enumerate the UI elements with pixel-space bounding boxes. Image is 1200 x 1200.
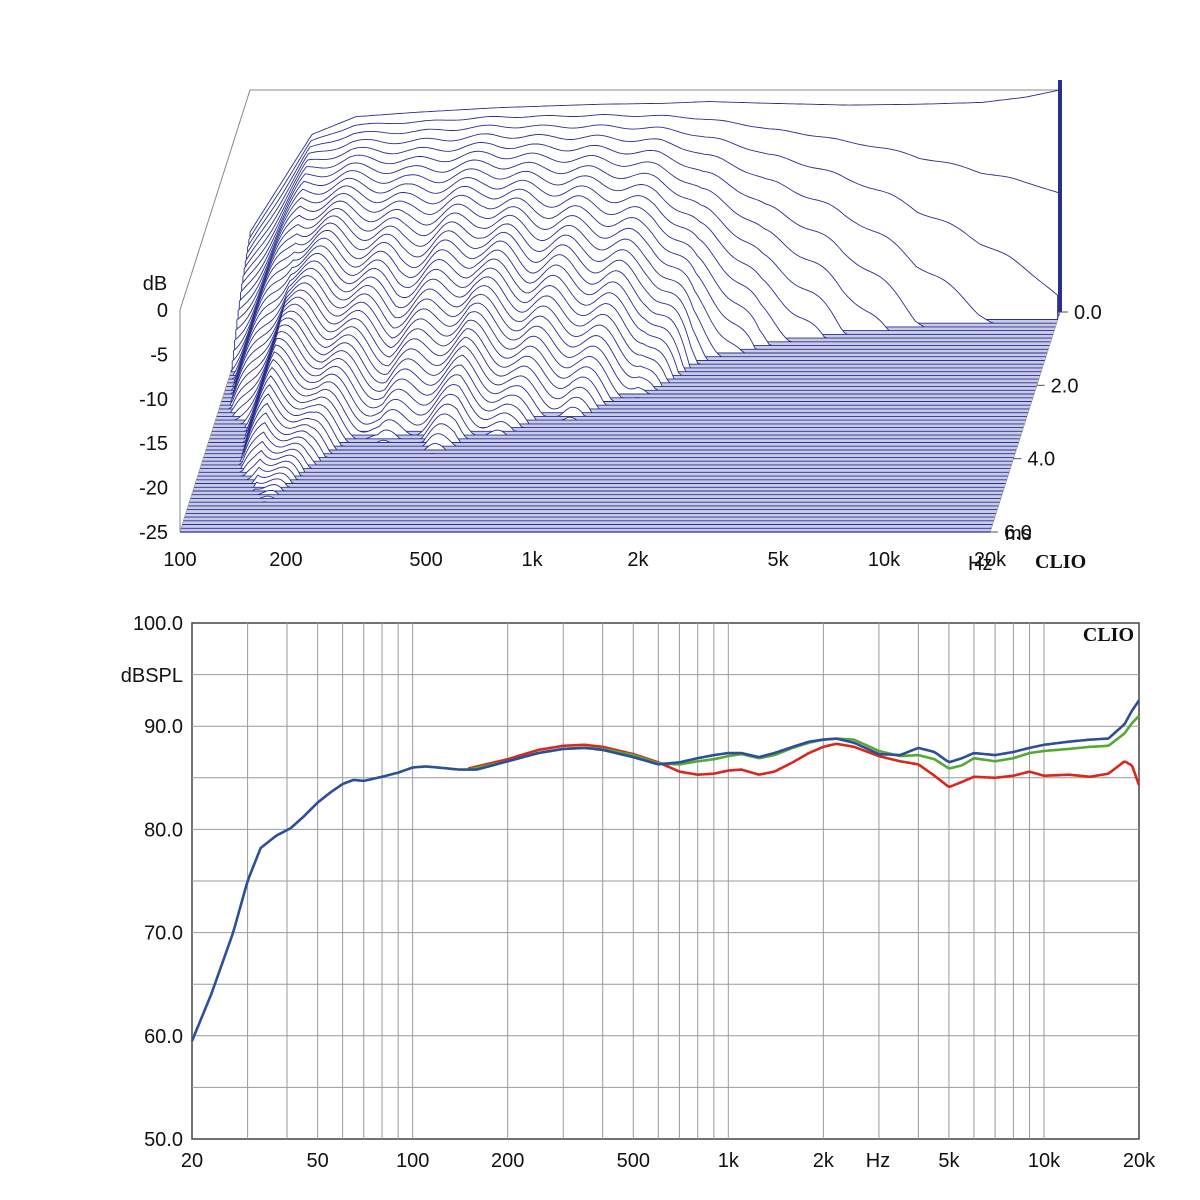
waterfall-y-tick-labels: 0 -5 -10 -15 -20 -25	[139, 300, 168, 544]
waterfall-y-tick-label: -5	[150, 344, 168, 366]
x-tick-label: 200	[491, 1150, 524, 1172]
waterfall-slice	[215, 331, 1026, 421]
y-tick-labels: 100.0 90.0 80.0 70.0 60.0 50.0	[133, 613, 183, 1151]
x-tick-label: 20	[181, 1150, 203, 1172]
waterfall-frame-edge	[179, 89, 251, 311]
waterfall-x-tick-label: 200	[269, 549, 302, 571]
y-tick-label: 100.0	[133, 613, 183, 635]
waterfall-x-tick-label: 20k	[974, 549, 1007, 571]
waterfall-time-unit-label: ms	[1005, 523, 1032, 545]
x-tick-label: 2k	[813, 1150, 835, 1172]
waterfall-slice	[193, 484, 1004, 492]
waterfall-x-tick-label: 2k	[627, 549, 649, 571]
x-tick-label: 100	[396, 1150, 429, 1172]
x-tick-label: 50	[306, 1150, 328, 1172]
grid	[192, 623, 1139, 1139]
y-tick-label: 80.0	[144, 819, 183, 841]
waterfall-slice	[214, 337, 1025, 425]
waterfall-y-tick-label: -10	[139, 389, 168, 411]
waterfall-time-tick-label: 4.0	[1027, 449, 1055, 471]
waterfall-slices	[180, 80, 1062, 533]
waterfall-x-tick-label: 5k	[768, 549, 790, 571]
series-line-1	[467, 742, 1141, 789]
waterfall-chart: 0 -5 -10 -15 -20 -25 dB 100 200 500 1k 2k 5k 10k 20k…	[139, 80, 1102, 575]
y-tick-label: 90.0	[144, 716, 183, 738]
waterfall-time-tick-labels: 0.0 2.0 4.0 6.0	[990, 302, 1102, 544]
clio-logo: CLIO	[1083, 624, 1134, 646]
x-tick-label: 5k	[938, 1150, 960, 1172]
waterfall-y-tick-label: -15	[139, 433, 168, 455]
y-tick-label: 70.0	[144, 923, 183, 945]
waterfall-x-tick-label: 10k	[868, 549, 901, 571]
y-axis-label: dBSPL	[121, 665, 183, 687]
waterfall-slice	[190, 495, 1001, 499]
waterfall-clio-logo: CLIO	[1035, 551, 1086, 573]
series-line-3	[190, 699, 1141, 1042]
waterfall-x-tick-labels: 100 200 500 1k 2k 5k 10k 20k	[163, 549, 1007, 571]
waterfall-y-tick-label: -20	[139, 478, 168, 500]
x-tick-label: 1k	[718, 1150, 740, 1172]
waterfall-slice	[191, 489, 1002, 496]
y-tick-label: 50.0	[144, 1129, 183, 1151]
waterfall-y-unit-label: dB	[143, 273, 167, 295]
waterfall-time-tick-label: 6.0	[1004, 522, 1032, 544]
series-lines	[190, 699, 1141, 1042]
frequency-response-chart: 100.090.080.070.060.050.0 dBSPL 20 50 100 2…	[121, 613, 1156, 1172]
x-tick-label: 10k	[1028, 1150, 1061, 1172]
x-tick-label: 500	[617, 1150, 650, 1172]
waterfall-y-tick-label: -25	[139, 522, 168, 544]
y-tick-label: 60.0	[144, 1026, 183, 1048]
x-tick-label: 20k	[1123, 1150, 1156, 1172]
waterfall-x-tick-label: 500	[409, 549, 442, 571]
waterfall-x-unit-label: Hz	[968, 553, 992, 575]
waterfall-time-tick-label: 0.0	[1074, 302, 1102, 324]
waterfall-time-tick-label: 2.0	[1051, 375, 1079, 397]
waterfall-x-tick-label: 100	[163, 549, 196, 571]
x-tick-labels: 20 50 100 200 500 1k 2k 5k 10k 20k	[181, 1150, 1156, 1172]
x-unit-label: Hz	[866, 1150, 890, 1172]
waterfall-x-tick-label: 1k	[521, 549, 543, 571]
waterfall-y-tick-label: 0	[157, 300, 168, 322]
